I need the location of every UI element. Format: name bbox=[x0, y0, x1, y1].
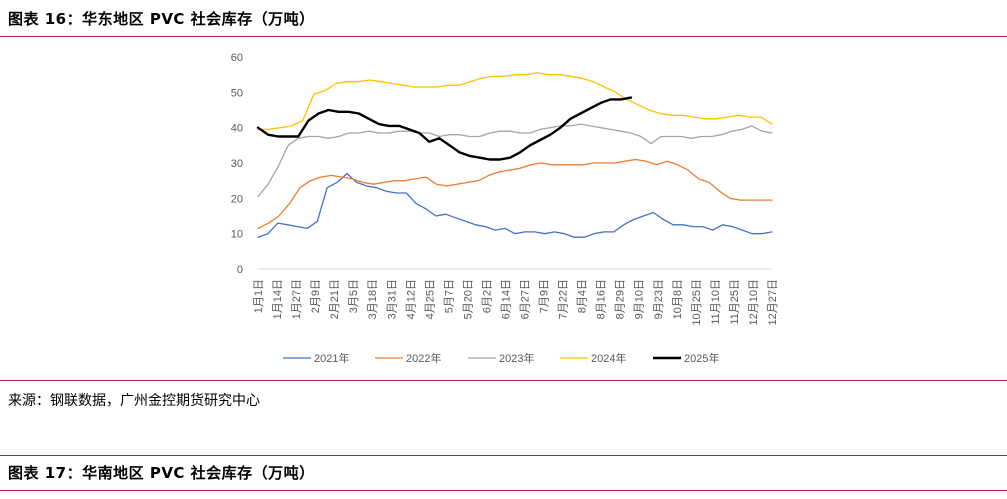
x-tick-label: 7月22日 bbox=[558, 279, 570, 319]
legend-label: 2024年 bbox=[591, 351, 626, 365]
x-tick-label: 6月14日 bbox=[500, 279, 512, 319]
y-tick-label: 10 bbox=[231, 229, 243, 241]
x-tick-label: 11月25日 bbox=[729, 279, 741, 325]
legend-label: 2023年 bbox=[499, 351, 534, 365]
figure16-bottom-rule bbox=[0, 380, 1007, 381]
x-tick-label: 9月10日 bbox=[634, 279, 646, 319]
series-layer bbox=[256, 72, 773, 238]
x-tick-label: 6月2日 bbox=[481, 279, 493, 313]
x-tick-label: 1月14日 bbox=[272, 279, 284, 319]
y-tick-label: 40 bbox=[231, 123, 243, 135]
x-tick-label: 8月29日 bbox=[615, 279, 627, 319]
source-note: 来源：钢联数据，广州金控期货研究中心 bbox=[8, 393, 260, 409]
legend-label: 2025年 bbox=[684, 351, 719, 365]
x-tick-label: 6月27日 bbox=[520, 279, 532, 319]
y-tick-label: 0 bbox=[237, 264, 243, 276]
figure17-title: 图表 17：华南地区 PVC 社会库存（万吨） bbox=[8, 464, 315, 482]
series-line-2024 bbox=[257, 72, 773, 131]
figure16-title: 图表 16：华东地区 PVC 社会库存（万吨） bbox=[8, 10, 315, 28]
legend-label: 2021年 bbox=[314, 351, 349, 365]
figure16-top-rule bbox=[0, 36, 1007, 37]
x-tick-label: 9月23日 bbox=[653, 279, 665, 319]
y-tick-label: 50 bbox=[231, 87, 243, 99]
legend-label: 2022年 bbox=[406, 351, 441, 365]
inventory-line-chart: 0 10 20 30 40 50 60 1月1日 1月14日 1月27日 2月9日 2月21日 3月5… bbox=[231, 52, 779, 365]
y-tick-label: 30 bbox=[231, 158, 243, 170]
x-tick-label: 1月27日 bbox=[291, 279, 303, 319]
x-tick-label: 1月1日 bbox=[253, 279, 265, 313]
x-tick-label: 3月31日 bbox=[386, 279, 398, 319]
x-tick-label: 3月5日 bbox=[348, 279, 360, 313]
figure17-top-rule bbox=[0, 455, 1007, 456]
figure17-bottom-rule bbox=[0, 490, 1007, 491]
x-tick-label: 7月9日 bbox=[539, 279, 551, 313]
series-line-2025 bbox=[256, 96, 633, 161]
series-line-2022 bbox=[257, 158, 773, 230]
x-tick-label: 4月12日 bbox=[405, 279, 417, 319]
x-tick-label: 12月27日 bbox=[767, 279, 779, 325]
y-tick-label: 60 bbox=[231, 52, 243, 64]
x-tick-label: 3月18日 bbox=[367, 279, 379, 319]
x-tick-label: 11月10日 bbox=[710, 279, 722, 325]
y-tick-label: 20 bbox=[231, 193, 243, 205]
x-tick-label: 10月8日 bbox=[672, 279, 684, 319]
x-tick-label: 4月25日 bbox=[424, 279, 436, 319]
x-tick-label: 8月4日 bbox=[577, 279, 589, 313]
x-axis: 1月1日 1月14日 1月27日 2月9日 2月21日 3月5日 3月18日 3月31日 4月1… bbox=[253, 268, 779, 325]
x-tick-label: 5月7日 bbox=[443, 279, 455, 313]
series-line-2023 bbox=[257, 123, 773, 198]
x-tick-label: 5月20日 bbox=[462, 279, 474, 319]
y-axis: 0 10 20 30 40 50 60 bbox=[231, 52, 243, 276]
x-tick-label: 10月25日 bbox=[691, 279, 703, 325]
x-tick-label: 8月16日 bbox=[596, 279, 608, 319]
x-tick-label: 2月9日 bbox=[310, 279, 322, 313]
legend: 2021年 2022年 2023年 2024年 2025年 bbox=[283, 351, 719, 365]
x-tick-label: 2月21日 bbox=[329, 279, 341, 319]
series-line-2021 bbox=[257, 172, 773, 238]
x-tick-label: 12月10日 bbox=[748, 279, 760, 325]
